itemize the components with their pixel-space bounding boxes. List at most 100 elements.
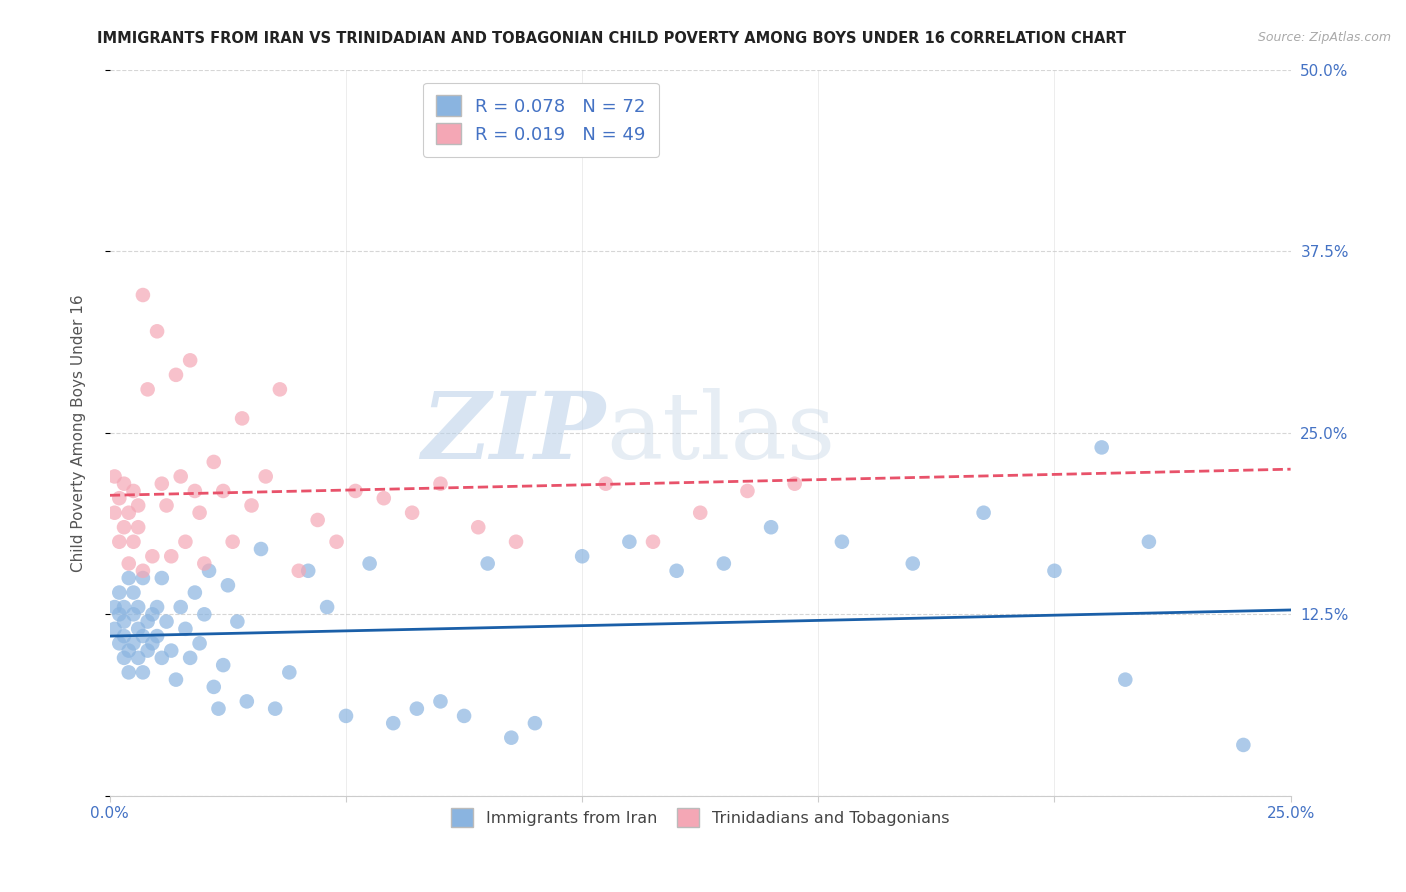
Point (264, 701, 287, 715)
Point (254, 469, 277, 483)
Point (122, 607, 145, 622)
Point (136, 615, 159, 629)
Point (112, 615, 135, 629)
Point (831, 534, 853, 549)
Point (150, 651, 173, 665)
Point (335, 709, 357, 723)
Point (122, 585, 145, 599)
Point (467, 520, 489, 534)
Point (146, 629, 169, 643)
Point (641, 534, 664, 549)
Point (122, 636, 145, 650)
Point (1043, 564, 1066, 578)
Point (170, 600, 193, 615)
Point (226, 615, 249, 629)
Point (231, 411, 253, 425)
Point (118, 506, 141, 520)
Point (118, 665, 141, 680)
Point (188, 506, 211, 520)
Point (359, 557, 381, 571)
Point (278, 665, 301, 680)
Point (160, 549, 183, 564)
Point (103, 622, 125, 636)
Point (103, 600, 125, 615)
Point (127, 600, 149, 615)
Point (160, 643, 183, 657)
Point (316, 600, 339, 615)
Point (112, 476, 135, 491)
Point (118, 571, 141, 585)
Point (373, 491, 395, 506)
Point (737, 483, 759, 498)
Point (1091, 441, 1114, 455)
Point (689, 506, 711, 520)
Point (1232, 738, 1254, 752)
Point (112, 629, 135, 643)
Point (429, 694, 451, 708)
Point (155, 615, 177, 629)
Point (108, 607, 131, 622)
Point (118, 643, 141, 657)
Point (344, 483, 367, 498)
Point (132, 288, 155, 302)
Point (523, 716, 546, 731)
Point (1137, 534, 1160, 549)
Point (307, 513, 329, 527)
Point (212, 658, 235, 673)
Point (136, 383, 159, 397)
Point (108, 534, 131, 549)
Point (122, 483, 145, 498)
Point (202, 680, 225, 694)
Point (179, 353, 201, 368)
Point (179, 651, 201, 665)
Point (141, 549, 163, 564)
Point (207, 701, 229, 715)
Point (901, 557, 924, 571)
Point (547, 106, 569, 120)
Point (783, 476, 806, 491)
Point (141, 607, 163, 622)
Text: IMMIGRANTS FROM IRAN VS TRINIDADIAN AND TOBAGONIAN CHILD POVERTY AMONG BOYS UNDE: IMMIGRANTS FROM IRAN VS TRINIDADIAN AND … (97, 31, 1126, 46)
Point (122, 534, 145, 549)
Point (193, 557, 215, 571)
Point (501, 731, 523, 745)
Point (150, 571, 173, 585)
Point (112, 600, 135, 615)
Point (146, 324, 169, 338)
Point (221, 534, 243, 549)
Point (136, 643, 159, 657)
Point (132, 629, 155, 643)
Point (141, 636, 163, 650)
Point (165, 368, 187, 382)
Point (112, 520, 135, 534)
Point (250, 541, 273, 556)
Point (132, 564, 155, 578)
Point (112, 651, 135, 665)
Point (132, 665, 155, 680)
Point (146, 600, 169, 615)
Point (170, 469, 193, 483)
Point (184, 585, 207, 599)
Point (453, 709, 475, 723)
Text: atlas: atlas (606, 388, 835, 478)
Text: Source: ZipAtlas.com: Source: ZipAtlas.com (1258, 31, 1392, 45)
Point (118, 557, 141, 571)
Point (150, 476, 173, 491)
Point (665, 564, 688, 578)
Point (713, 557, 735, 571)
Point (188, 636, 211, 650)
Text: ZIP: ZIP (422, 388, 606, 478)
Point (297, 564, 319, 578)
Point (212, 483, 235, 498)
Point (127, 622, 149, 636)
Point (193, 607, 215, 622)
Point (184, 483, 207, 498)
Point (236, 694, 259, 708)
Point (405, 701, 427, 715)
Point (759, 520, 782, 534)
Point (240, 499, 263, 513)
Point (127, 520, 149, 534)
Point (619, 534, 641, 549)
Point (477, 557, 499, 571)
Point (174, 622, 197, 636)
